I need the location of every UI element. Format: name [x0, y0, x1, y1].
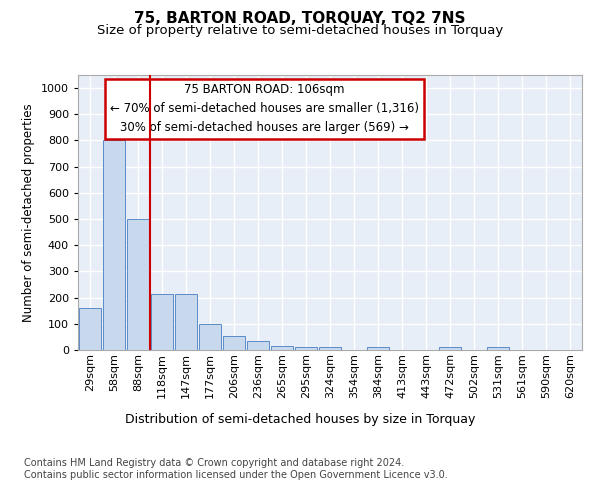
- Bar: [271, 346, 293, 350]
- Text: Distribution of semi-detached houses by size in Torquay: Distribution of semi-detached houses by …: [125, 412, 475, 426]
- Bar: [223, 336, 245, 350]
- Text: Contains HM Land Registry data © Crown copyright and database right 2024.: Contains HM Land Registry data © Crown c…: [24, 458, 404, 468]
- Text: 75 BARTON ROAD: 106sqm
← 70% of semi-detached houses are smaller (1,316)
30% of : 75 BARTON ROAD: 106sqm ← 70% of semi-det…: [110, 83, 419, 134]
- Bar: [103, 140, 125, 350]
- Bar: [151, 294, 173, 350]
- Bar: [295, 348, 317, 350]
- Bar: [247, 341, 269, 350]
- Text: Size of property relative to semi-detached houses in Torquay: Size of property relative to semi-detach…: [97, 24, 503, 37]
- Bar: [439, 348, 461, 350]
- Bar: [319, 348, 341, 350]
- Bar: [79, 308, 101, 350]
- Bar: [127, 219, 149, 350]
- Y-axis label: Number of semi-detached properties: Number of semi-detached properties: [22, 103, 35, 322]
- Text: Contains public sector information licensed under the Open Government Licence v3: Contains public sector information licen…: [24, 470, 448, 480]
- Text: 75, BARTON ROAD, TORQUAY, TQ2 7NS: 75, BARTON ROAD, TORQUAY, TQ2 7NS: [134, 11, 466, 26]
- Bar: [487, 348, 509, 350]
- Bar: [367, 348, 389, 350]
- Bar: [175, 294, 197, 350]
- Bar: [199, 324, 221, 350]
